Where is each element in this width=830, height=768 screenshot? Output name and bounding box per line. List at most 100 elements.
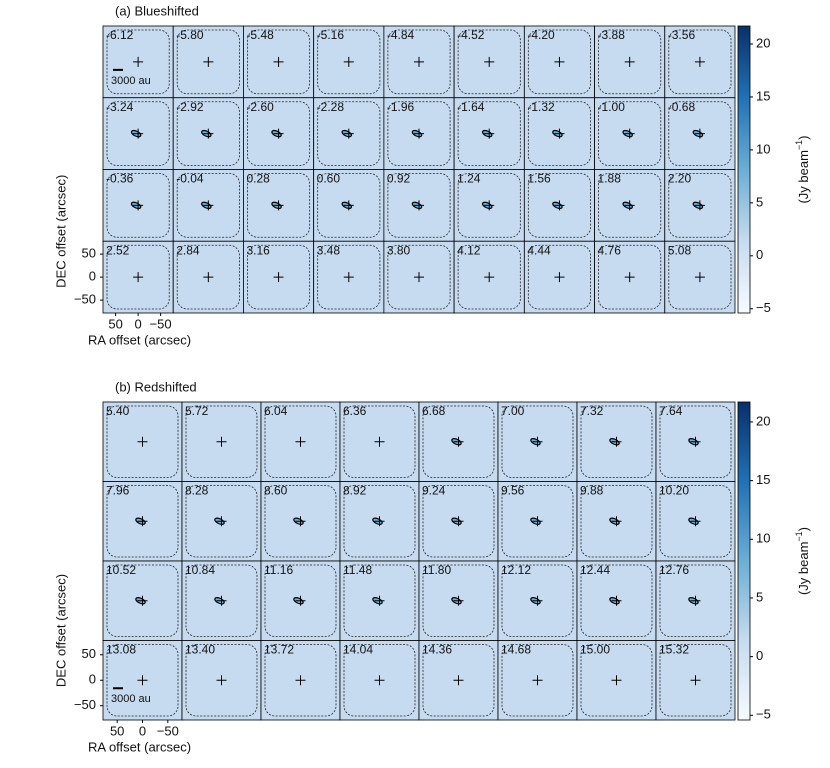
contour-outline — [176, 29, 240, 95]
channel-label: 7.32 — [580, 404, 604, 418]
contour-outline — [457, 244, 521, 310]
contour-outline — [457, 101, 521, 166]
channel-label: 13.72 — [264, 643, 294, 657]
channel-label: 6.36 — [343, 404, 367, 418]
colorbar-tick-label: 20 — [756, 413, 770, 428]
channel-label: 13.08 — [106, 643, 136, 657]
y-tick-label: −50 — [74, 697, 96, 712]
colorbar-tick-label: −5 — [756, 707, 771, 722]
channel-label: 7.64 — [659, 404, 683, 418]
channel-label: 0.92 — [387, 172, 411, 186]
channel-label: 13.40 — [185, 643, 215, 657]
colorbar-label-end: ) — [796, 527, 811, 531]
contour-outline — [501, 644, 574, 717]
channel-label: -0.68 — [668, 100, 696, 114]
contour-outline — [247, 173, 311, 238]
contour-outline — [176, 244, 240, 310]
contour-outline — [106, 101, 170, 166]
colorbar-label: (Jy beam−1) — [794, 135, 811, 203]
channel-label: 3.80 — [387, 243, 411, 257]
channel-label: -1.00 — [598, 100, 626, 114]
contour-outline — [527, 173, 591, 238]
contour-outline — [580, 405, 653, 478]
panel-title: (b) Redshifted — [115, 379, 197, 394]
contour-outline — [264, 564, 337, 637]
contour-outline — [106, 173, 170, 238]
contour-outline — [501, 564, 574, 637]
contour-outline — [422, 405, 495, 478]
colorbar-label-sup: −1 — [794, 140, 804, 150]
contour-outline — [387, 101, 451, 166]
channel-label: 10.52 — [106, 563, 136, 577]
scale-bar-label: 3000 au — [111, 75, 151, 87]
channel-label: 11.80 — [422, 563, 451, 577]
channel-label: 8.60 — [264, 484, 288, 498]
colorbar-tick-label: 10 — [756, 531, 770, 546]
channel-label: -1.64 — [457, 100, 485, 114]
colorbar-tick-label: 0 — [756, 247, 763, 262]
channel-label: 11.16 — [264, 563, 293, 577]
contour-outline — [457, 173, 521, 238]
channel-label: -0.36 — [106, 172, 134, 186]
contour-outline — [247, 244, 311, 310]
contour-outline — [580, 564, 653, 637]
colorbar-tick-label: 5 — [756, 194, 763, 209]
contour-outline — [264, 405, 337, 478]
channel-label: 2.52 — [106, 243, 130, 257]
contour-outline — [185, 485, 258, 558]
channel-label: 5.40 — [106, 404, 130, 418]
y-tick-label: 50 — [82, 646, 96, 661]
channel-label: 14.36 — [422, 643, 452, 657]
x-tick-label: −50 — [150, 316, 172, 331]
channel-label: 1.88 — [598, 172, 622, 186]
channel-cell — [594, 240, 666, 314]
channel-label: -3.24 — [106, 100, 134, 114]
channel-label: -5.16 — [317, 28, 345, 42]
colorbar-label-sup: −1 — [794, 531, 804, 541]
contour-outline — [659, 564, 732, 637]
contour-outline — [598, 101, 662, 166]
contour-outline — [176, 101, 240, 166]
x-tick-label: 50 — [110, 723, 124, 738]
channel-label: -4.20 — [527, 28, 555, 42]
channel-label: 4.12 — [457, 243, 481, 257]
channel-cell — [383, 25, 455, 99]
channel-label: 5.08 — [668, 243, 692, 257]
colorbar-tick-label: 5 — [756, 589, 763, 604]
channel-label: 12.76 — [659, 563, 689, 577]
contour-outline — [659, 405, 732, 478]
contour-outline — [668, 29, 732, 95]
colorbar — [737, 25, 751, 314]
contour-outline — [185, 644, 258, 717]
channel-label: 9.56 — [501, 484, 525, 498]
channel-label: -0.04 — [176, 172, 204, 186]
contour-outline — [106, 29, 170, 95]
channel-label: 0.28 — [246, 172, 270, 186]
contour-outline — [527, 101, 591, 166]
channel-label: 10.84 — [185, 563, 215, 577]
colorbar-tick-label: 10 — [756, 141, 770, 156]
scale-bar-label: 3000 au — [111, 693, 151, 705]
contour-outline — [668, 101, 732, 166]
colorbar-tick-label: 15 — [756, 472, 770, 487]
channel-label: 14.04 — [343, 643, 373, 657]
contour-outline — [185, 564, 258, 637]
contour-outline — [659, 644, 732, 717]
y-axis-label: DEC offset (arcsec) — [53, 175, 68, 288]
contour-outline — [247, 101, 311, 166]
channel-label: 12.44 — [580, 563, 610, 577]
channel-label: -2.28 — [317, 100, 345, 114]
x-axis-label: RA offset (arcsec) — [88, 739, 191, 754]
x-tick-label: 0 — [139, 723, 146, 738]
channel-label: 15.32 — [659, 643, 689, 657]
x-tick-label: −50 — [157, 723, 179, 738]
contour-outline — [317, 101, 381, 166]
contour-outline — [106, 244, 170, 310]
contour-outline — [422, 564, 495, 637]
contour-outline — [317, 244, 381, 310]
contour-outline — [668, 244, 732, 310]
channel-label: -5.48 — [246, 28, 274, 42]
contour-outline — [176, 173, 240, 238]
contour-outline — [247, 29, 311, 95]
contour-outline — [422, 644, 495, 717]
